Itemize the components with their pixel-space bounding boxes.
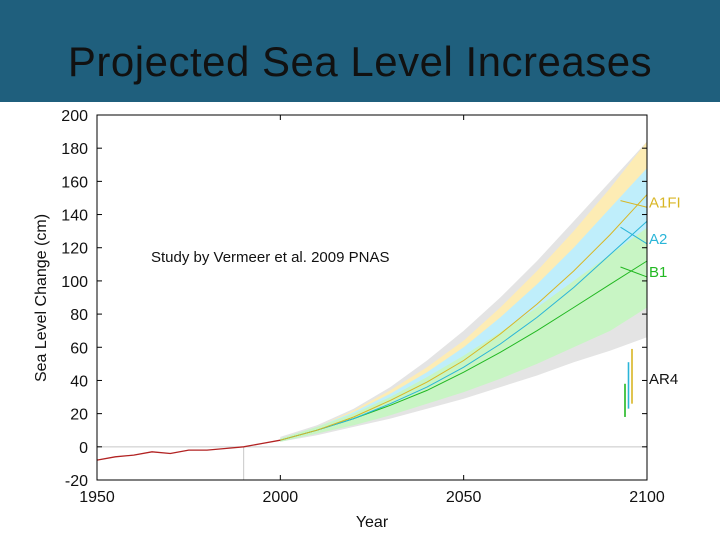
label-a2: A2	[649, 231, 667, 248]
leader-a2	[620, 226, 648, 245]
plot-frame	[96, 114, 648, 481]
y-tick-label: 140	[61, 208, 88, 225]
label-b1: B1	[649, 264, 667, 281]
line-a2	[280, 220, 648, 441]
ar4-label: AR4	[649, 371, 678, 388]
slide-header	[0, 0, 720, 102]
y-tick-label: 160	[61, 174, 88, 191]
y-tick-label: -20	[65, 473, 88, 490]
x-tick-label: 2000	[263, 489, 299, 506]
y-axis-label: Sea Level Change (cm)	[33, 214, 50, 382]
y-tick-label: 120	[61, 241, 88, 258]
line-a1fi	[280, 194, 648, 441]
x-axis-label: Year	[356, 514, 389, 531]
y-tick-label: 0	[79, 440, 88, 457]
x-tick-label: 2050	[446, 489, 482, 506]
y-tick-label: 200	[61, 108, 88, 125]
leader-b1	[620, 266, 648, 278]
label-a1fi: A1FI	[649, 194, 681, 211]
y-tick-label: 20	[70, 407, 88, 424]
slide-title: Projected Sea Level Increases	[67, 38, 653, 85]
y-tick-label: 60	[70, 340, 88, 357]
sea-level-chart: B1 A2 A1FI AR4 -20 0 20 40 60 80 100 120 140 160 180 20…	[33, 108, 681, 531]
y-tick-label: 40	[70, 373, 88, 390]
y-tick-label: 80	[70, 307, 88, 324]
study-annotation: Study by Vermeer et al. 2009 PNAS	[151, 249, 389, 266]
y-tick-label: 100	[61, 274, 88, 291]
band-b1	[280, 227, 647, 442]
leader-a1fi	[620, 200, 648, 208]
x-tick-label: 2100	[629, 489, 665, 506]
observed-line	[96, 439, 281, 461]
overall-range-band	[280, 141, 647, 442]
x-tick-label: 1950	[79, 489, 115, 506]
y-tick-label: 180	[61, 141, 88, 158]
